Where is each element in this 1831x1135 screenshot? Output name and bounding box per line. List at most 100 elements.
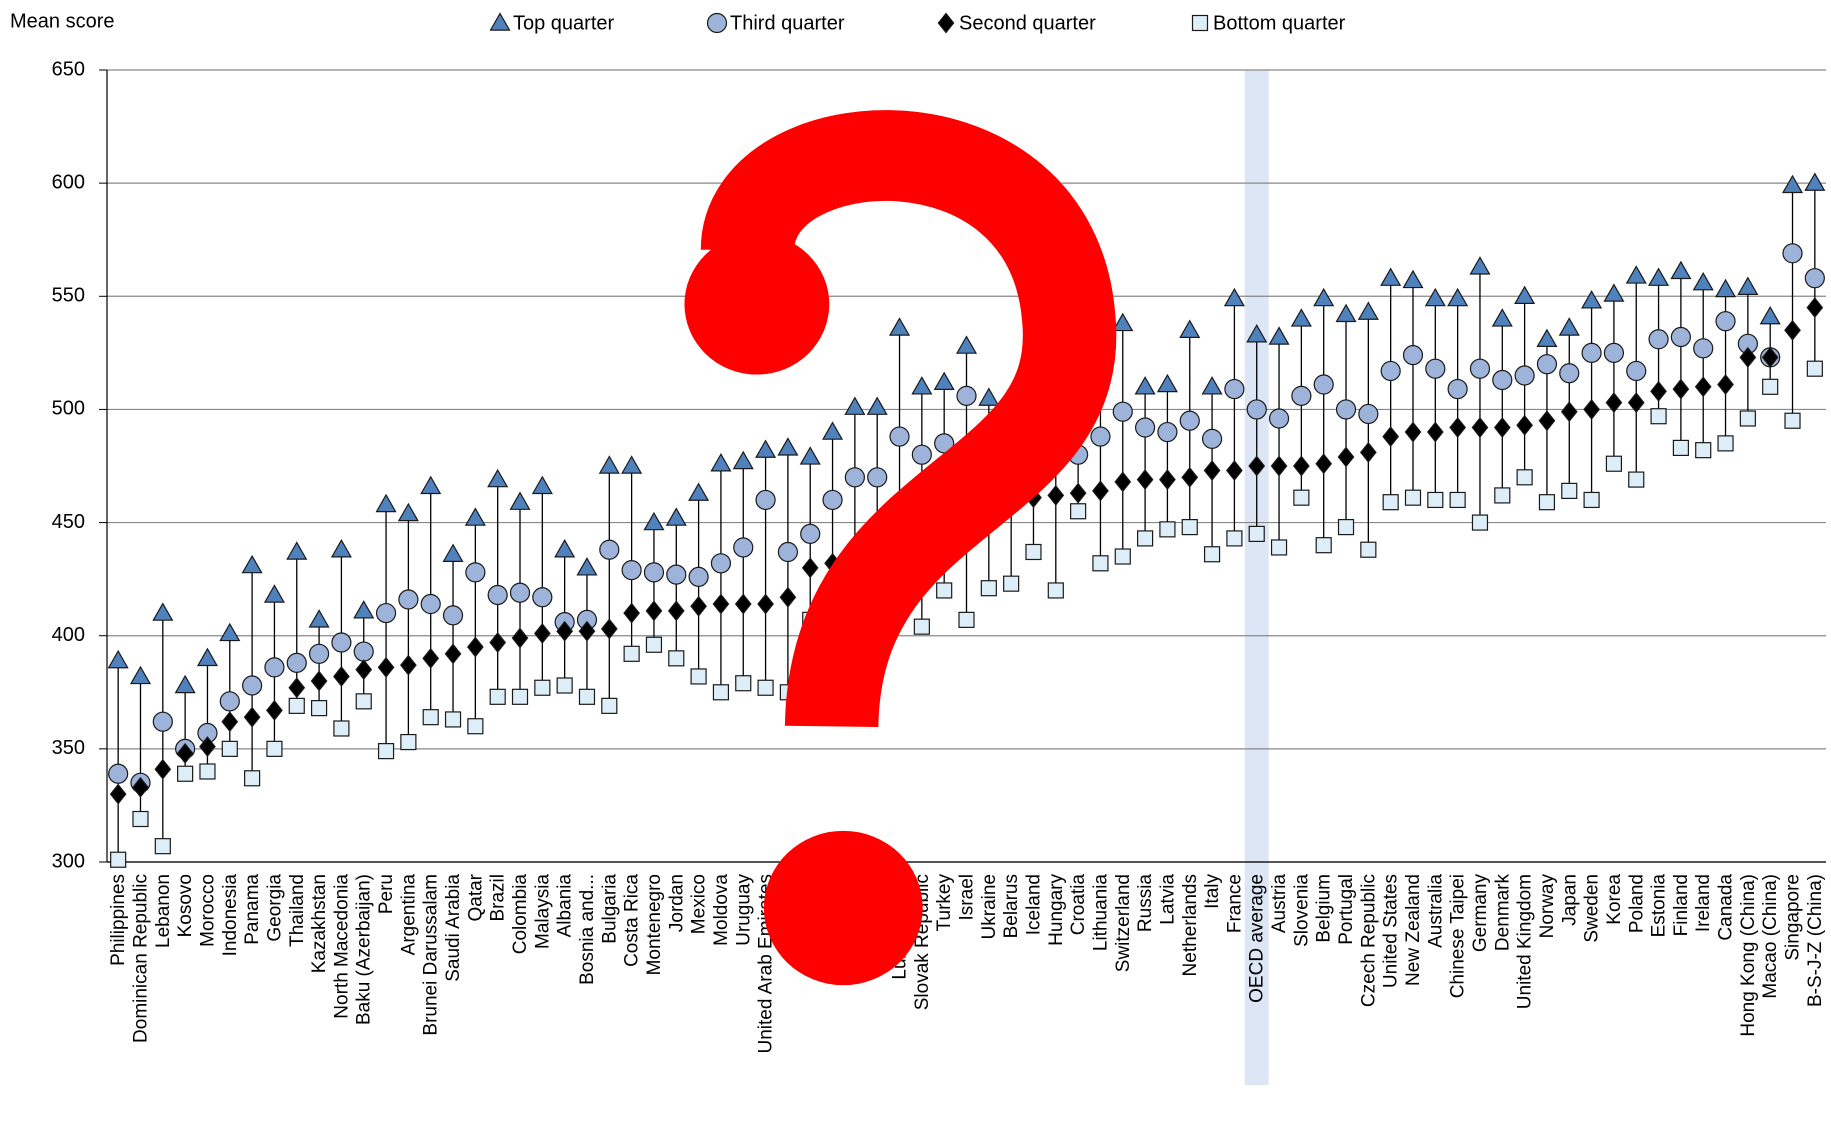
marker-diamond bbox=[1136, 469, 1154, 491]
marker-diamond bbox=[1538, 410, 1556, 432]
marker-diamond bbox=[600, 618, 618, 640]
marker-square bbox=[1136, 530, 1154, 547]
marker-diamond bbox=[1627, 392, 1645, 414]
marker-square bbox=[511, 688, 529, 705]
marker-diamond bbox=[556, 620, 574, 642]
marker-circle bbox=[1380, 360, 1401, 382]
x-tick-label: Brazil bbox=[488, 874, 509, 922]
marker-diamond bbox=[221, 711, 239, 733]
x-tick-label: Singapore bbox=[1783, 874, 1804, 961]
marker-square bbox=[1695, 442, 1712, 459]
marker-diamond bbox=[1248, 455, 1266, 477]
marker-triangle bbox=[1335, 303, 1357, 323]
marker-diamond bbox=[734, 593, 752, 615]
marker-triangle bbox=[196, 647, 218, 667]
marker-square bbox=[377, 743, 395, 760]
x-tick-label: Baku (Azerbaijan) bbox=[354, 874, 375, 1025]
marker-diamond bbox=[1426, 421, 1444, 443]
marker-triangle bbox=[598, 455, 620, 474]
marker-circle bbox=[800, 523, 821, 544]
marker-square bbox=[1672, 439, 1689, 456]
x-tick-label: Lebanon bbox=[153, 874, 174, 948]
marker-circle bbox=[152, 711, 173, 732]
marker-triangle bbox=[286, 541, 308, 560]
y-tick-label: 500 bbox=[52, 398, 85, 420]
marker-square bbox=[1427, 491, 1444, 509]
x-tick-label: Macao (China) bbox=[1760, 874, 1781, 999]
marker-circle bbox=[956, 385, 977, 406]
marker-circle bbox=[353, 641, 374, 662]
marker-square bbox=[1650, 408, 1667, 425]
marker-square bbox=[1114, 548, 1131, 565]
x-tick-label: Norway bbox=[1537, 874, 1558, 939]
marker-circle bbox=[911, 444, 932, 465]
x-tick-label: Korea bbox=[1604, 874, 1625, 925]
marker-triangle bbox=[1201, 376, 1223, 395]
marker-square bbox=[1315, 537, 1332, 554]
marker-circle bbox=[1335, 399, 1357, 420]
marker-triangle bbox=[107, 649, 129, 669]
marker-triangle bbox=[911, 376, 933, 395]
marker-diamond bbox=[1404, 421, 1422, 443]
x-tick-label: B-S-J-Z (China) bbox=[1805, 874, 1826, 1007]
marker-square bbox=[645, 636, 663, 653]
marker-diamond bbox=[1203, 460, 1221, 481]
marker-square bbox=[1181, 518, 1198, 536]
marker-triangle bbox=[509, 491, 531, 510]
x-tick-label: Bosnia and... bbox=[577, 874, 598, 985]
marker-diamond bbox=[1382, 426, 1400, 448]
legend-item: Second quarter bbox=[937, 12, 1096, 34]
marker-triangle bbox=[219, 622, 241, 642]
marker-triangle bbox=[1290, 308, 1312, 327]
marker-triangle bbox=[688, 482, 710, 501]
marker-square bbox=[444, 711, 462, 728]
marker-triangle bbox=[1804, 172, 1826, 191]
marker-square bbox=[400, 733, 417, 751]
x-tick-label: Hungary bbox=[1046, 874, 1067, 946]
marker-triangle bbox=[308, 609, 330, 628]
legend-item: Third quarter bbox=[706, 12, 845, 34]
question-mark-dot bbox=[763, 830, 923, 986]
marker-circle bbox=[420, 593, 441, 615]
marker-circle bbox=[777, 541, 799, 563]
x-tick-label: Bulgaria bbox=[599, 874, 620, 944]
marker-square bbox=[467, 718, 484, 735]
marker-triangle bbox=[1715, 278, 1737, 298]
marker-circle bbox=[867, 467, 888, 488]
marker-circle bbox=[666, 564, 687, 585]
marker-square bbox=[1293, 489, 1310, 506]
marker-square bbox=[556, 677, 573, 694]
y-axis-label: Mean score bbox=[10, 10, 115, 32]
marker-diamond bbox=[645, 600, 663, 622]
x-tick-label: Italy bbox=[1202, 874, 1223, 909]
marker-triangle bbox=[1134, 376, 1156, 395]
marker-square bbox=[1583, 491, 1600, 509]
question-mark-ball bbox=[684, 233, 830, 375]
marker-circle bbox=[1804, 268, 1825, 289]
x-tick-label: Montenegro bbox=[644, 874, 665, 975]
legend-label: Bottom quarter bbox=[1213, 12, 1346, 34]
marker-circle bbox=[1648, 329, 1669, 350]
x-tick-label: Thailand bbox=[287, 874, 308, 947]
marker-circle bbox=[1179, 410, 1200, 431]
marker-square bbox=[1628, 471, 1645, 488]
marker-circle bbox=[1581, 342, 1602, 363]
marker-diamond bbox=[1493, 417, 1511, 438]
marker-square bbox=[1191, 14, 1209, 32]
y-tick-label: 400 bbox=[52, 624, 85, 646]
x-tick-label: Georgia bbox=[264, 874, 285, 942]
x-tick-label: Qatar bbox=[465, 873, 486, 921]
marker-diamond bbox=[466, 636, 484, 658]
marker-triangle bbox=[822, 421, 844, 440]
x-tick-label: Dominican Republic bbox=[131, 874, 152, 1043]
marker-diamond bbox=[310, 670, 328, 692]
marker-circle bbox=[509, 582, 531, 603]
marker-circle bbox=[1603, 342, 1625, 363]
marker-triangle bbox=[799, 446, 821, 465]
marker-square bbox=[735, 675, 752, 692]
marker-diamond bbox=[1471, 417, 1489, 438]
marker-triangle bbox=[330, 539, 352, 558]
marker-triangle bbox=[420, 475, 442, 495]
marker-diamond bbox=[937, 12, 955, 34]
marker-circle bbox=[934, 433, 955, 454]
